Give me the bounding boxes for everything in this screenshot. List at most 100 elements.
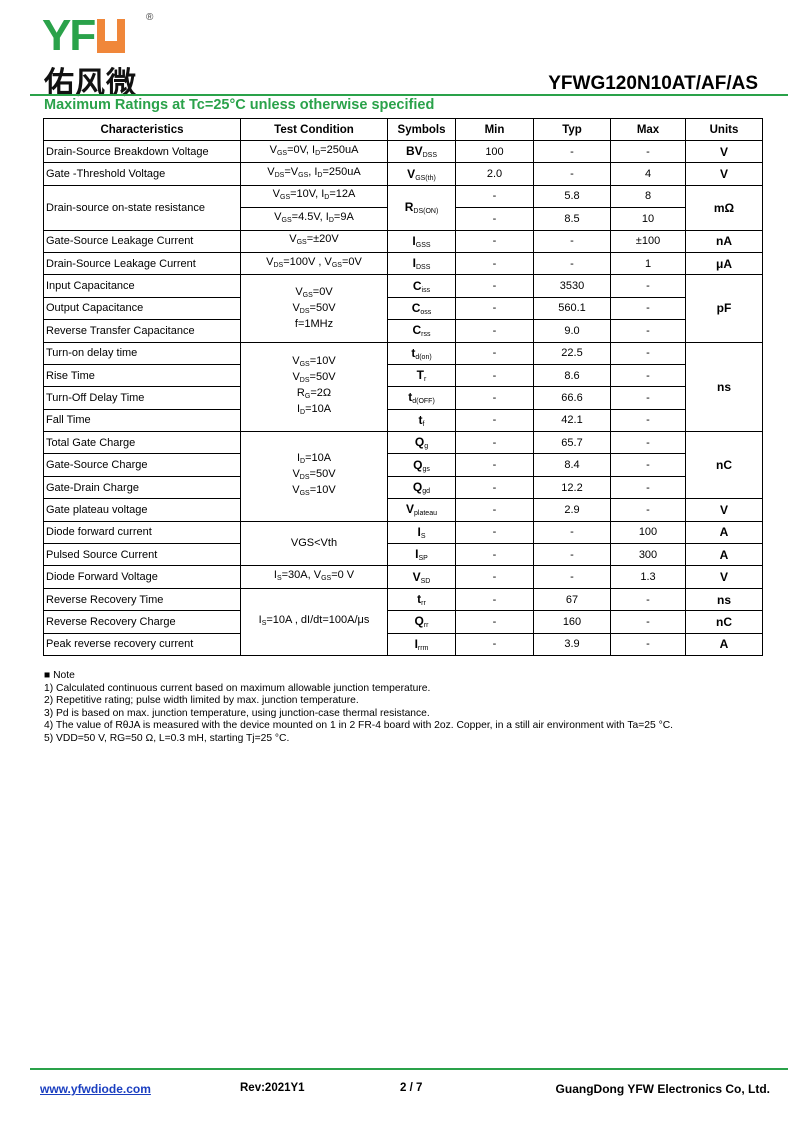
subscript: GS	[276, 149, 288, 157]
subscript: oss	[420, 308, 432, 316]
text: , I	[308, 166, 318, 179]
symbol-cell: td(OFF)	[387, 386, 456, 410]
page-number: 2 / 7	[400, 1082, 423, 1094]
text: =0V	[312, 285, 333, 298]
subscript: DS(ON)	[413, 208, 439, 216]
table-row: Total Gate Charge ID=10A VDS=50V VGS=10V Qg -…	[43, 431, 763, 522]
subscript: DS	[273, 261, 284, 269]
typ-cell: -	[533, 565, 611, 589]
text: =2Ω	[310, 386, 332, 399]
text: I	[415, 547, 419, 562]
text: V	[274, 210, 282, 223]
table-row: Diode Forward Voltage IS=30A, VGS=0 V VSD -…	[43, 565, 763, 589]
characteristic-cell: Drain-Source Leakage Current	[43, 251, 241, 276]
characteristic-cell: Diode forward current	[43, 520, 241, 545]
notes-title: ■ Note	[44, 670, 75, 681]
max-cell: -	[610, 587, 686, 612]
characteristic-cell: Peak reverse recovery current	[43, 632, 241, 656]
condition-line: VGS=0V, ID=250uA	[243, 144, 385, 160]
min-cell: -	[455, 296, 534, 321]
text: T	[416, 368, 424, 383]
note-item: 4) The value of RθJA is measured with th…	[44, 720, 674, 731]
max-cell: -	[610, 274, 686, 298]
subscript: GS	[331, 261, 342, 269]
text: I	[417, 524, 421, 539]
subscript: S	[420, 532, 426, 540]
subscript: GS	[302, 291, 313, 299]
subscript: SP	[418, 555, 428, 563]
table-row: Pulsed Source Current ISP - -300 A	[43, 543, 763, 567]
min-cell: -	[455, 632, 534, 656]
note-item: 2) Repetitive rating; pulse width limite…	[44, 695, 359, 706]
typ-cell: 9.0	[533, 319, 611, 343]
test-condition-cell: VGS=0V, ID=250uA	[240, 139, 388, 164]
note-item: 1) Calculated continuous current based o…	[44, 682, 431, 694]
footer-divider	[30, 1068, 788, 1070]
test-condition-cell: VGS<Vth	[240, 520, 388, 567]
unit-cell: nA	[685, 229, 763, 253]
typ-cell: 3.9	[533, 632, 611, 656]
subscript: rr	[423, 622, 429, 630]
typ-cell: 65.7	[533, 431, 611, 455]
min-cell: -	[455, 229, 534, 253]
subscript: D	[315, 149, 321, 157]
text: C	[412, 278, 422, 293]
condition-line: VGS=0V	[243, 286, 385, 302]
text: =250uA	[320, 143, 359, 156]
typ-cell: -	[533, 543, 611, 567]
website-link[interactable]: www.yfwdiode.com	[40, 1082, 151, 1096]
min-cell: -	[455, 319, 534, 343]
table-row: Gate-Drain Charge Qgd -12.2-	[43, 475, 763, 500]
table-row: Rise Time Tr -8.6-	[43, 363, 763, 388]
table-row: Gate plateau voltage Vplateau -2.9- V	[43, 498, 763, 522]
condition-line: ID=10A	[243, 403, 385, 419]
max-cell: 10	[610, 207, 686, 231]
text: =50V	[309, 468, 336, 481]
subscript: GSS	[415, 241, 431, 249]
text: V	[295, 285, 303, 298]
table-row: Fall Time tf -42.1-	[43, 408, 763, 433]
header-divider	[30, 94, 788, 96]
typ-cell: 66.6	[533, 386, 611, 410]
table-row: Drain-source on-state resistance VGS=10V,…	[43, 184, 763, 231]
test-condition-cell: VDS=100V , VGS=0V	[240, 251, 388, 276]
subscript: DS	[274, 172, 285, 180]
condition-line: VGS<Vth	[243, 537, 385, 550]
table-row: Drain-Source Breakdown Voltage VGS=0V, ID…	[43, 139, 763, 164]
characteristic-cell: Turn-on delay time	[43, 341, 241, 365]
typ-cell: 8.6	[533, 363, 611, 388]
symbol-cell: IGSS	[387, 229, 456, 253]
text: V	[292, 468, 300, 481]
text: t	[418, 412, 423, 427]
text: Q	[412, 480, 423, 495]
condition-line: VGS=4.5V, ID=9A	[243, 211, 385, 227]
min-cell: 2.0	[455, 162, 534, 186]
subscript: rss	[421, 331, 431, 339]
text: =0 V	[331, 569, 355, 582]
typ-cell: -	[533, 162, 611, 186]
text: I	[258, 613, 262, 626]
text: =10A , dI/dt=100A/μs	[266, 613, 370, 626]
table-row: Reverse Recovery Time IS=10A , dI/dt=100A…	[43, 587, 763, 656]
characteristic-cell: Input Capacitance	[43, 274, 241, 298]
max-cell: -	[610, 341, 686, 365]
column-header: Symbols	[387, 118, 456, 141]
condition-line: VDS=50V	[243, 371, 385, 387]
text: =10A	[305, 402, 332, 415]
text: V	[266, 255, 274, 268]
condition-line: VGS=10V	[243, 355, 385, 371]
symbol-cell: Qgs	[387, 453, 456, 477]
subscript: D	[324, 194, 330, 202]
characteristic-cell: Total Gate Charge	[43, 431, 241, 455]
text: C	[411, 300, 421, 315]
text: =±20V	[306, 233, 339, 246]
text: Q	[413, 457, 423, 472]
min-cell: -	[455, 453, 534, 477]
max-cell: -	[610, 296, 686, 321]
min-cell: -	[455, 587, 534, 612]
test-condition-cell: ID=10A VDS=50V VGS=10V	[240, 431, 388, 522]
characteristic-cell: Gate -Threshold Voltage	[43, 162, 241, 186]
max-cell: -	[610, 139, 686, 164]
text: =100V , V	[283, 255, 332, 268]
table-header-row: Characteristics Test Condition Symbols Min T…	[43, 118, 763, 141]
